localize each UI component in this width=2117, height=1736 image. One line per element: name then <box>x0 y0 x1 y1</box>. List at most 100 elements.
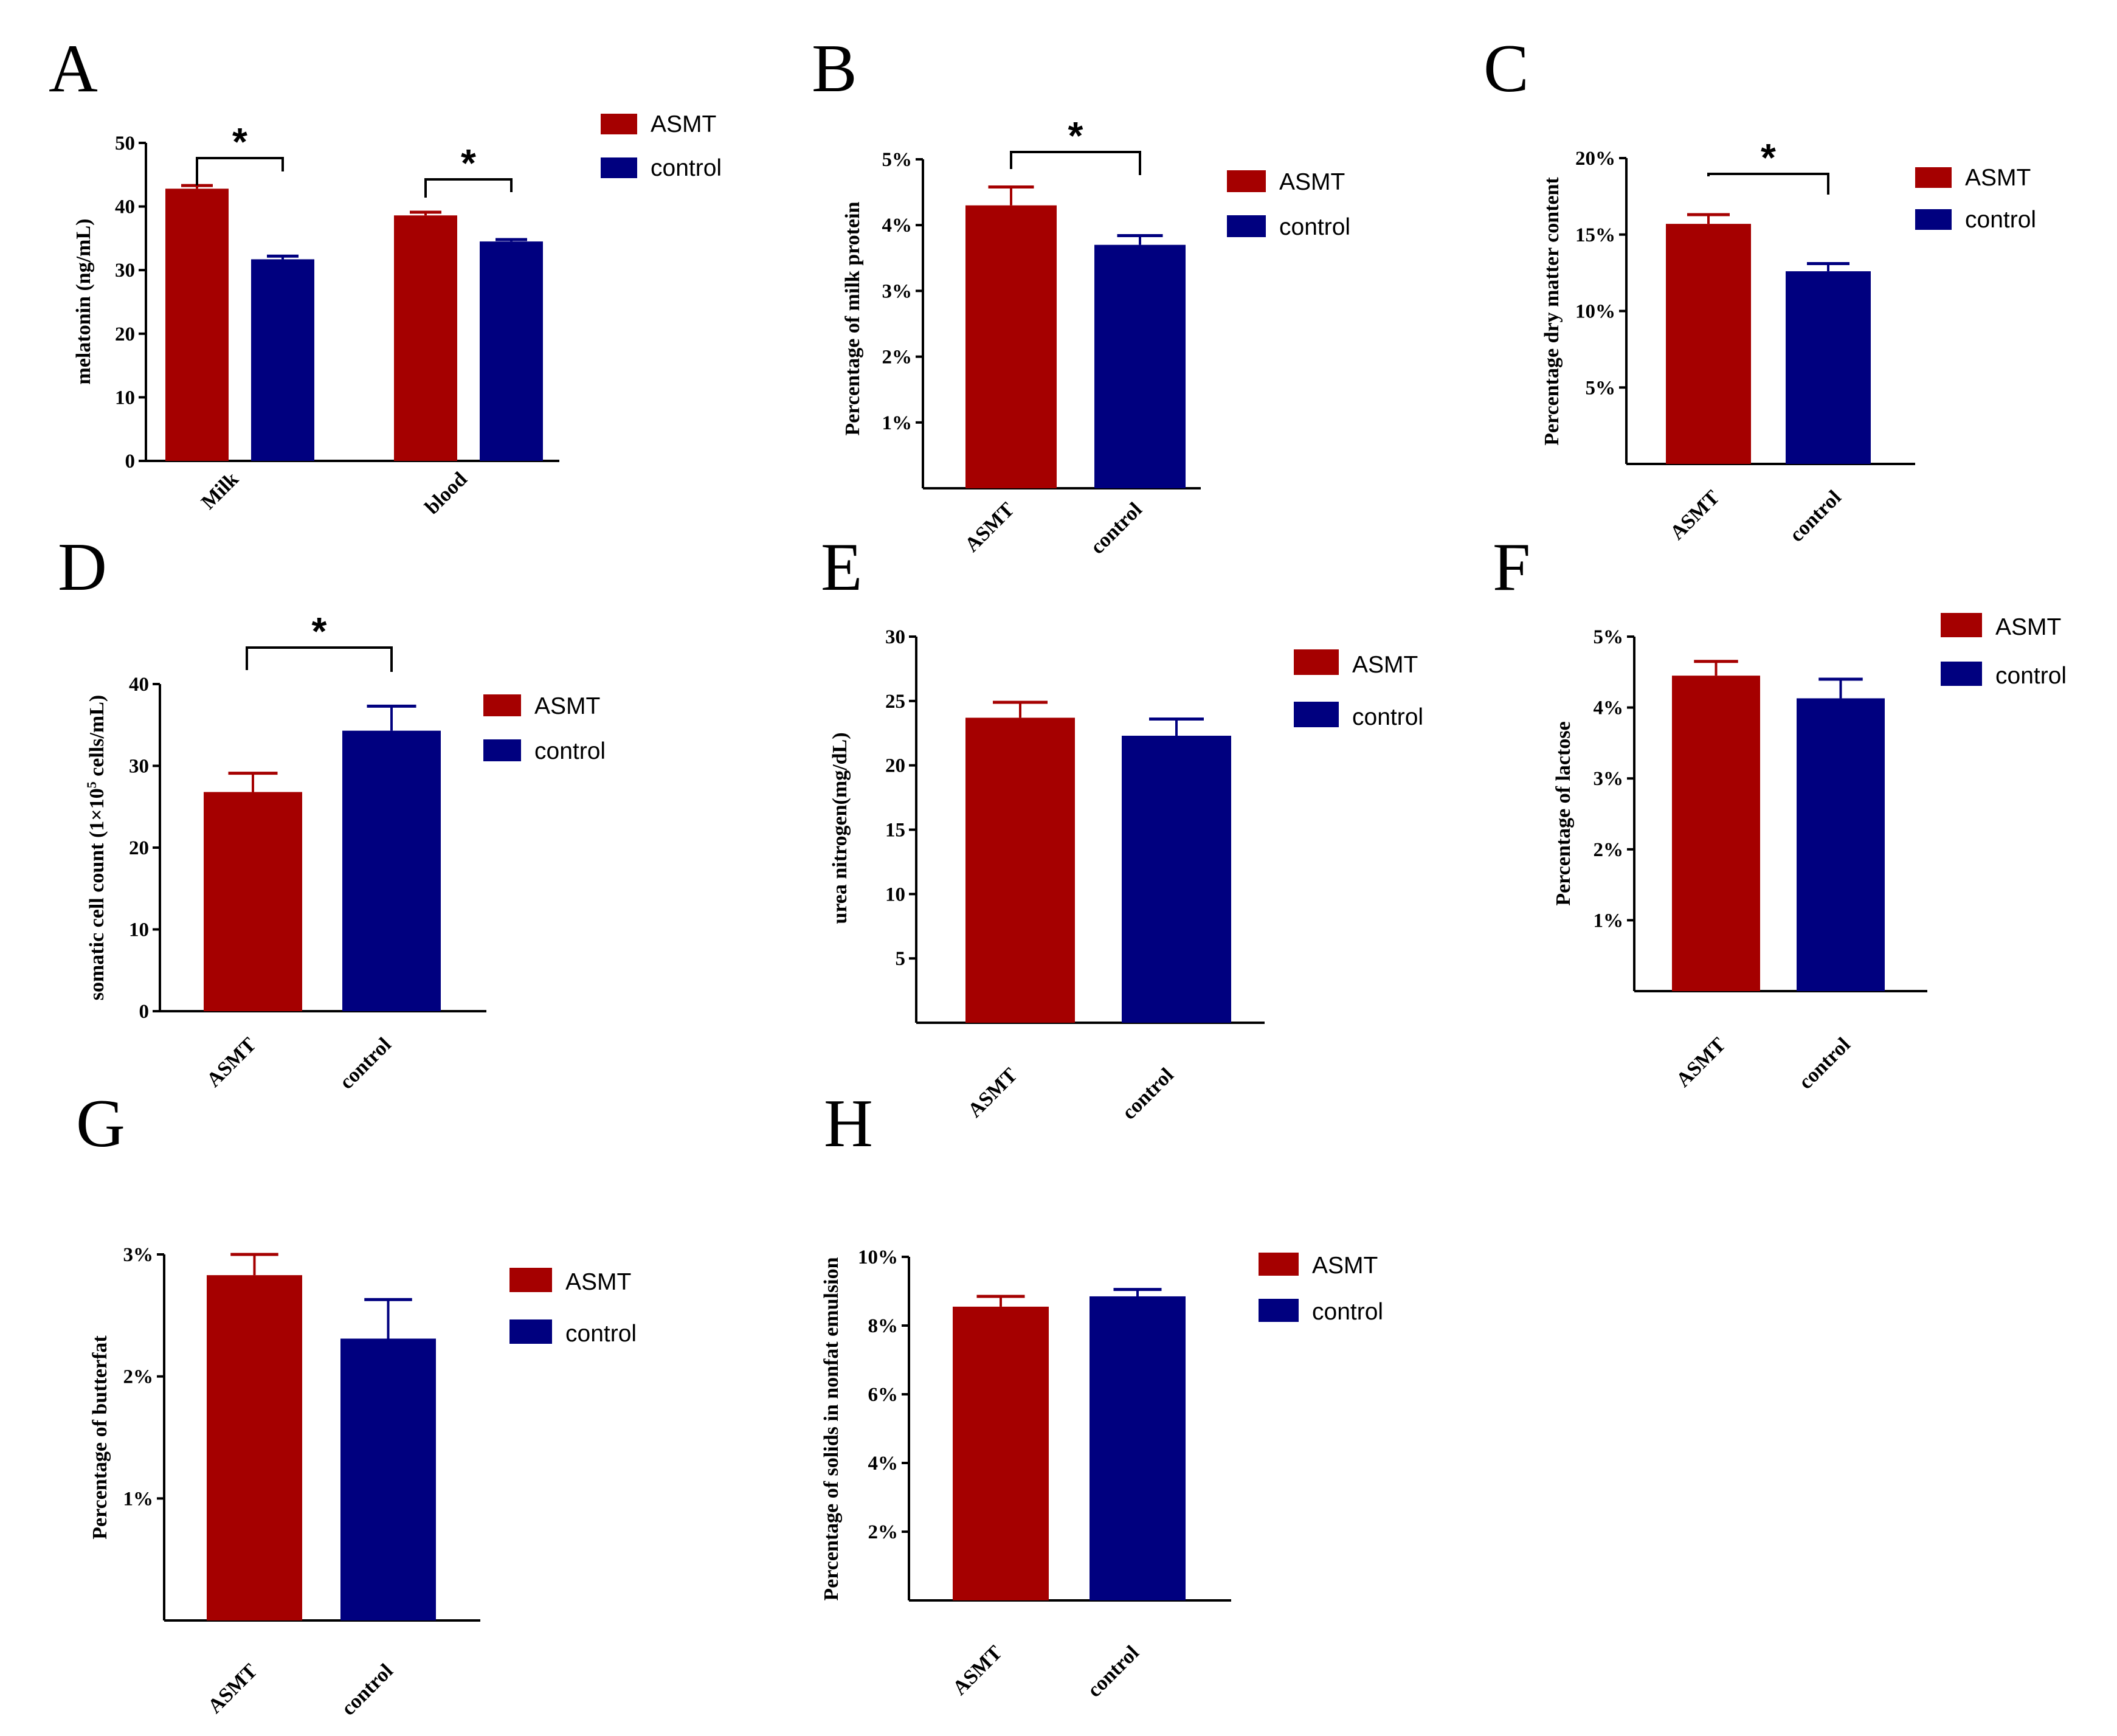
legend-swatch-control <box>483 739 521 761</box>
legend-label: ASMT <box>534 693 600 719</box>
bar-asmt <box>953 1306 1049 1600</box>
category-label: control <box>1083 1641 1143 1701</box>
bar-control <box>1786 271 1871 464</box>
y-axis-label: urea nitrogen(mg/dL) <box>829 732 851 924</box>
legend-swatch-asmt <box>1915 167 1952 188</box>
category-label: blood <box>421 468 472 519</box>
bar-asmt <box>965 205 1057 488</box>
legend-swatch-asmt <box>483 694 521 716</box>
y-tick-label: 3% <box>882 280 913 302</box>
y-tick-label: 20 <box>115 323 135 345</box>
legend-label: ASMT <box>1352 652 1418 678</box>
panel-f: F 1% 2% 3% 4% 5% Percentage of lactose ASMT cont… <box>1493 530 2067 1094</box>
y-tick-label: 4% <box>868 1453 899 1475</box>
y-tick-label: 30 <box>115 260 135 282</box>
y-tick-label: 10% <box>858 1247 898 1268</box>
panel-d: D 0 10 20 30 40 somatic cell count (1×105 cell… <box>58 530 606 1094</box>
bar-control <box>480 241 543 461</box>
bar-control <box>340 1338 436 1620</box>
y-tick-label: 5% <box>1594 626 1624 648</box>
legend-label: control <box>1352 704 1423 730</box>
panel-letter: H <box>824 1086 873 1161</box>
y-tick-label: 30 <box>129 756 149 778</box>
panel-g: G 1% 2% 3% Percentage of butterfat ASMT contro… <box>76 1086 637 1720</box>
y-tick-label: 0 <box>139 1001 150 1023</box>
y-tick-label: 6% <box>868 1384 899 1406</box>
panel-letter: D <box>58 530 107 605</box>
y-tick-label: 20 <box>129 837 149 859</box>
y-tick-label: 0 <box>125 451 136 472</box>
y-tick-label: 3% <box>123 1244 154 1266</box>
significance-bracket <box>196 157 284 185</box>
legend-swatch-asmt <box>1227 170 1266 192</box>
bar-control <box>1122 735 1231 1023</box>
y-tick-label: 40 <box>129 674 149 696</box>
panel-b: B 1% 2% 3% 4% 5% Percentage of milk protein ASM… <box>812 31 1350 559</box>
legend-label: ASMT <box>565 1269 631 1295</box>
legend-swatch-control <box>1294 702 1339 727</box>
legend-swatch-asmt <box>509 1268 552 1292</box>
category-label: control <box>335 1033 395 1093</box>
legend-swatch-control <box>509 1319 552 1344</box>
panel-e: E 5 10 15 20 25 30 urea nitrogen(mg/dL) ASMT cont… <box>821 530 1423 1124</box>
panel-letter: F <box>1493 530 1530 605</box>
bar-control <box>342 730 441 1011</box>
bar-asmt <box>1666 224 1751 464</box>
category-label: ASMT <box>202 1033 261 1091</box>
legend-swatch-asmt <box>1259 1253 1299 1276</box>
y-tick-label: 10 <box>885 884 905 905</box>
category-label: control <box>337 1659 397 1720</box>
category-label: control <box>1086 498 1146 558</box>
category-label: ASMT <box>964 1063 1022 1122</box>
significance-bracket <box>424 178 513 198</box>
significance-bracket <box>1707 173 1829 195</box>
legend-label: control <box>1995 663 2067 689</box>
y-tick-label: 8% <box>868 1315 899 1337</box>
panel-letter: A <box>49 31 98 106</box>
category-label: control <box>1794 1033 1854 1093</box>
panel-c: C 5% 10% 15% 20% Percentage dry matter conten… <box>1483 31 2036 547</box>
y-tick-label: 3% <box>1594 768 1624 790</box>
legend-label: control <box>565 1321 637 1347</box>
y-tick-label: 20 <box>885 755 905 777</box>
category-label: Milk <box>197 468 243 514</box>
y-axis-label: melatonin (ng/mL) <box>72 219 95 385</box>
significance-star: * <box>1068 114 1083 157</box>
bar-asmt <box>204 792 302 1011</box>
category-label: ASMT <box>1672 1033 1730 1091</box>
bar-asmt <box>165 188 229 461</box>
y-tick-label: 4% <box>1594 697 1624 719</box>
panel-letter: C <box>1483 31 1529 106</box>
y-tick-label: 1% <box>123 1488 154 1510</box>
category-label: ASMT <box>948 1641 1007 1700</box>
panel-a: A 0 10 20 30 40 50 melatonin (ng/mL) Milk blood * *… <box>49 31 722 519</box>
y-tick-label: 2% <box>123 1366 154 1388</box>
y-axis-label: Percentage dry matter content <box>1541 177 1563 446</box>
y-axis-label: Percentage of lactose <box>1552 721 1575 905</box>
significance-star: * <box>232 120 247 164</box>
y-tick-label: 50 <box>115 133 135 154</box>
y-tick-label: 2% <box>1594 839 1624 861</box>
bar-asmt <box>1672 676 1760 991</box>
significance-bracket <box>246 646 393 672</box>
y-tick-label: 5% <box>882 149 913 171</box>
y-tick-label: 4% <box>882 215 913 237</box>
legend-swatch-control <box>1259 1299 1299 1322</box>
legend-swatch-control <box>1227 215 1266 237</box>
category-label: control <box>1785 486 1845 546</box>
legend-label: control <box>1312 1299 1383 1325</box>
bar-control <box>251 259 314 461</box>
significance-star: * <box>461 141 476 185</box>
legend-label: ASMT <box>1965 165 2031 191</box>
legend-label: ASMT <box>651 111 716 137</box>
bar-control <box>1090 1296 1186 1600</box>
y-tick-label: 10 <box>129 919 149 941</box>
panel-letter: G <box>76 1086 125 1161</box>
y-tick-label: 10 <box>115 387 135 409</box>
legend-label: control <box>534 738 606 764</box>
category-label: ASMT <box>204 1659 262 1718</box>
y-tick-label: 30 <box>885 626 905 648</box>
bar-asmt <box>394 215 457 461</box>
y-tick-label: 15 <box>885 820 905 842</box>
